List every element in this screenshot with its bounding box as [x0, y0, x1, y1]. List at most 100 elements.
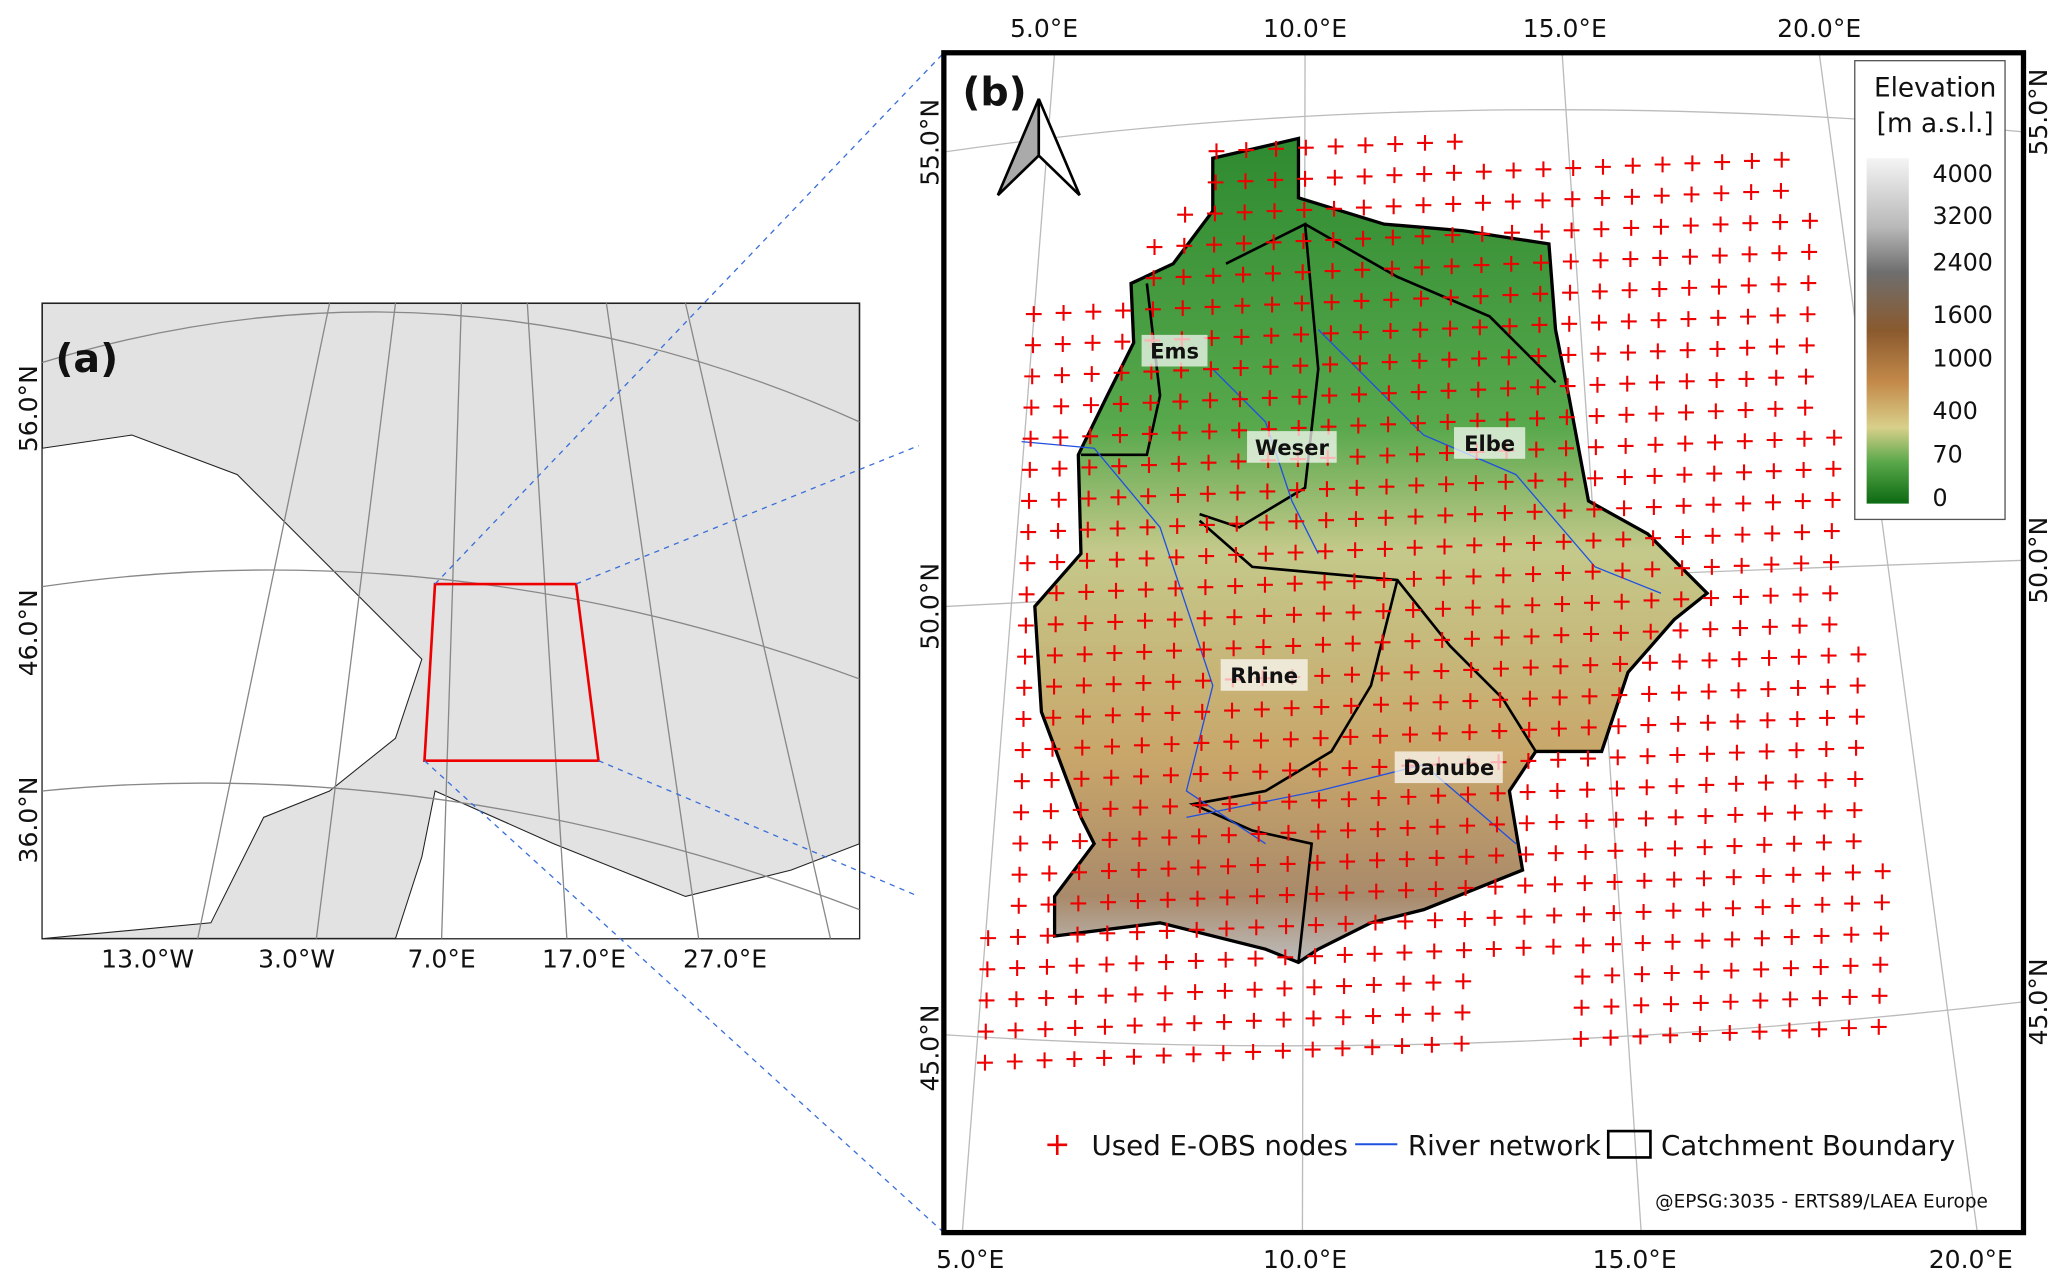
e-obs-node [1085, 303, 1102, 320]
e-obs-node [1245, 1044, 1262, 1060]
e-obs-node [1429, 818, 1446, 835]
e-obs-node [1555, 533, 1572, 550]
e-obs-node [1050, 522, 1066, 539]
e-obs-node [1697, 808, 1714, 825]
e-obs-node [1676, 466, 1693, 483]
e-obs-node [1044, 740, 1061, 757]
e-obs-node [1612, 656, 1629, 672]
e-obs-node [1278, 887, 1295, 903]
e-obs-node [1693, 963, 1710, 980]
e-obs-node [1759, 712, 1776, 729]
e-obs-node [1398, 882, 1414, 899]
e-obs-node [1139, 519, 1156, 536]
e-obs-node [1079, 552, 1095, 569]
e-obs-node [1406, 570, 1422, 587]
e-obs-node [1050, 491, 1067, 508]
e-obs-node [1324, 263, 1341, 279]
e-obs-node [1385, 198, 1402, 215]
e-obs-node [1230, 453, 1247, 470]
e-obs-node [1342, 729, 1359, 745]
e-obs-node [1704, 527, 1721, 544]
e-obs-node [1649, 374, 1665, 391]
lon-label: 10.0°E [1263, 1245, 1347, 1274]
e-obs-node [1489, 816, 1505, 833]
e-obs-node [1593, 221, 1610, 238]
e-obs-node [1461, 724, 1478, 741]
e-obs-node [1706, 465, 1723, 482]
e-obs-node [1587, 470, 1603, 487]
e-obs-node [1133, 737, 1150, 754]
e-obs-node [1228, 515, 1245, 532]
e-obs-node [1467, 506, 1484, 523]
e-obs-node [1321, 387, 1338, 404]
e-obs-node [1382, 323, 1399, 339]
e-obs-node [1708, 372, 1725, 389]
e-obs-node [1379, 447, 1396, 464]
catchment-label: Elbe [1464, 431, 1515, 456]
e-obs-node [1739, 339, 1756, 356]
e-obs-node [1562, 284, 1578, 301]
lat-label: 55.0°N [2024, 69, 2053, 156]
e-obs-node [1039, 927, 1056, 944]
e-obs-node [1396, 944, 1413, 961]
e-obs-node [1692, 995, 1709, 1011]
e-obs-node [1190, 859, 1207, 876]
e-obs-node [1166, 611, 1183, 628]
e-obs-node [1492, 691, 1509, 708]
e-obs-node [1079, 521, 1096, 538]
lat-label: 45.0°N [916, 1005, 945, 1092]
e-obs-node [1047, 616, 1064, 633]
e-obs-node [1246, 981, 1263, 998]
elevation-legend: Elevation [m a.s.l.] 4000320024001600100… [1854, 60, 2006, 521]
e-obs-node [1517, 877, 1534, 894]
legend-title: Elevation [1874, 73, 1996, 103]
e-obs-node [1170, 487, 1186, 503]
e-obs-node [1257, 545, 1274, 562]
e-obs-node [1012, 835, 1029, 852]
e-obs-node [1485, 941, 1502, 957]
e-obs-node [1667, 809, 1684, 826]
e-obs-node [1104, 707, 1121, 724]
e-obs-node [1384, 229, 1401, 246]
e-obs-node [1075, 708, 1091, 725]
e-obs-node [1191, 828, 1207, 845]
e-obs-node [1053, 398, 1070, 415]
e-obs-node [1407, 508, 1424, 525]
e-obs-node [1293, 295, 1310, 312]
e-obs-node [1264, 296, 1281, 313]
e-obs-node [1442, 289, 1459, 306]
e-obs-node [1618, 406, 1635, 423]
e-obs-node [1525, 535, 1542, 551]
e-obs-node [1489, 785, 1506, 802]
e-obs-node [1515, 939, 1532, 956]
e-obs-node [1620, 313, 1637, 330]
e-obs-node [1595, 158, 1611, 175]
e-obs-node [1682, 248, 1698, 265]
e-obs-node [1638, 779, 1655, 796]
lon-label: 15.0°E [1593, 1245, 1677, 1274]
e-obs-node [1199, 517, 1215, 533]
e-obs-node [1653, 218, 1669, 235]
e-obs-node [1796, 430, 1813, 447]
e-obs-node [1438, 445, 1455, 462]
e-obs-node [1591, 314, 1607, 331]
e-obs-node [1067, 1020, 1084, 1036]
e-obs-node [1223, 733, 1240, 750]
e-obs-node [1761, 618, 1778, 635]
e-obs-node [1705, 496, 1722, 513]
e-obs-node [1843, 926, 1860, 943]
e-obs-node [1562, 253, 1579, 270]
e-obs-node [1647, 436, 1664, 453]
e-obs-node [1282, 731, 1299, 748]
e-obs-node [1603, 998, 1620, 1015]
e-obs-node [1377, 509, 1394, 526]
e-obs-node [1135, 675, 1152, 691]
e-obs-node [1166, 642, 1182, 659]
lon-label: 3.0°W [258, 945, 335, 974]
e-obs-node [1129, 893, 1146, 909]
e-obs-node [1444, 227, 1461, 244]
e-obs-node [1259, 483, 1276, 500]
e-obs-node [1589, 376, 1606, 393]
e-obs-node [1348, 511, 1364, 527]
e-obs-node [1283, 700, 1300, 717]
